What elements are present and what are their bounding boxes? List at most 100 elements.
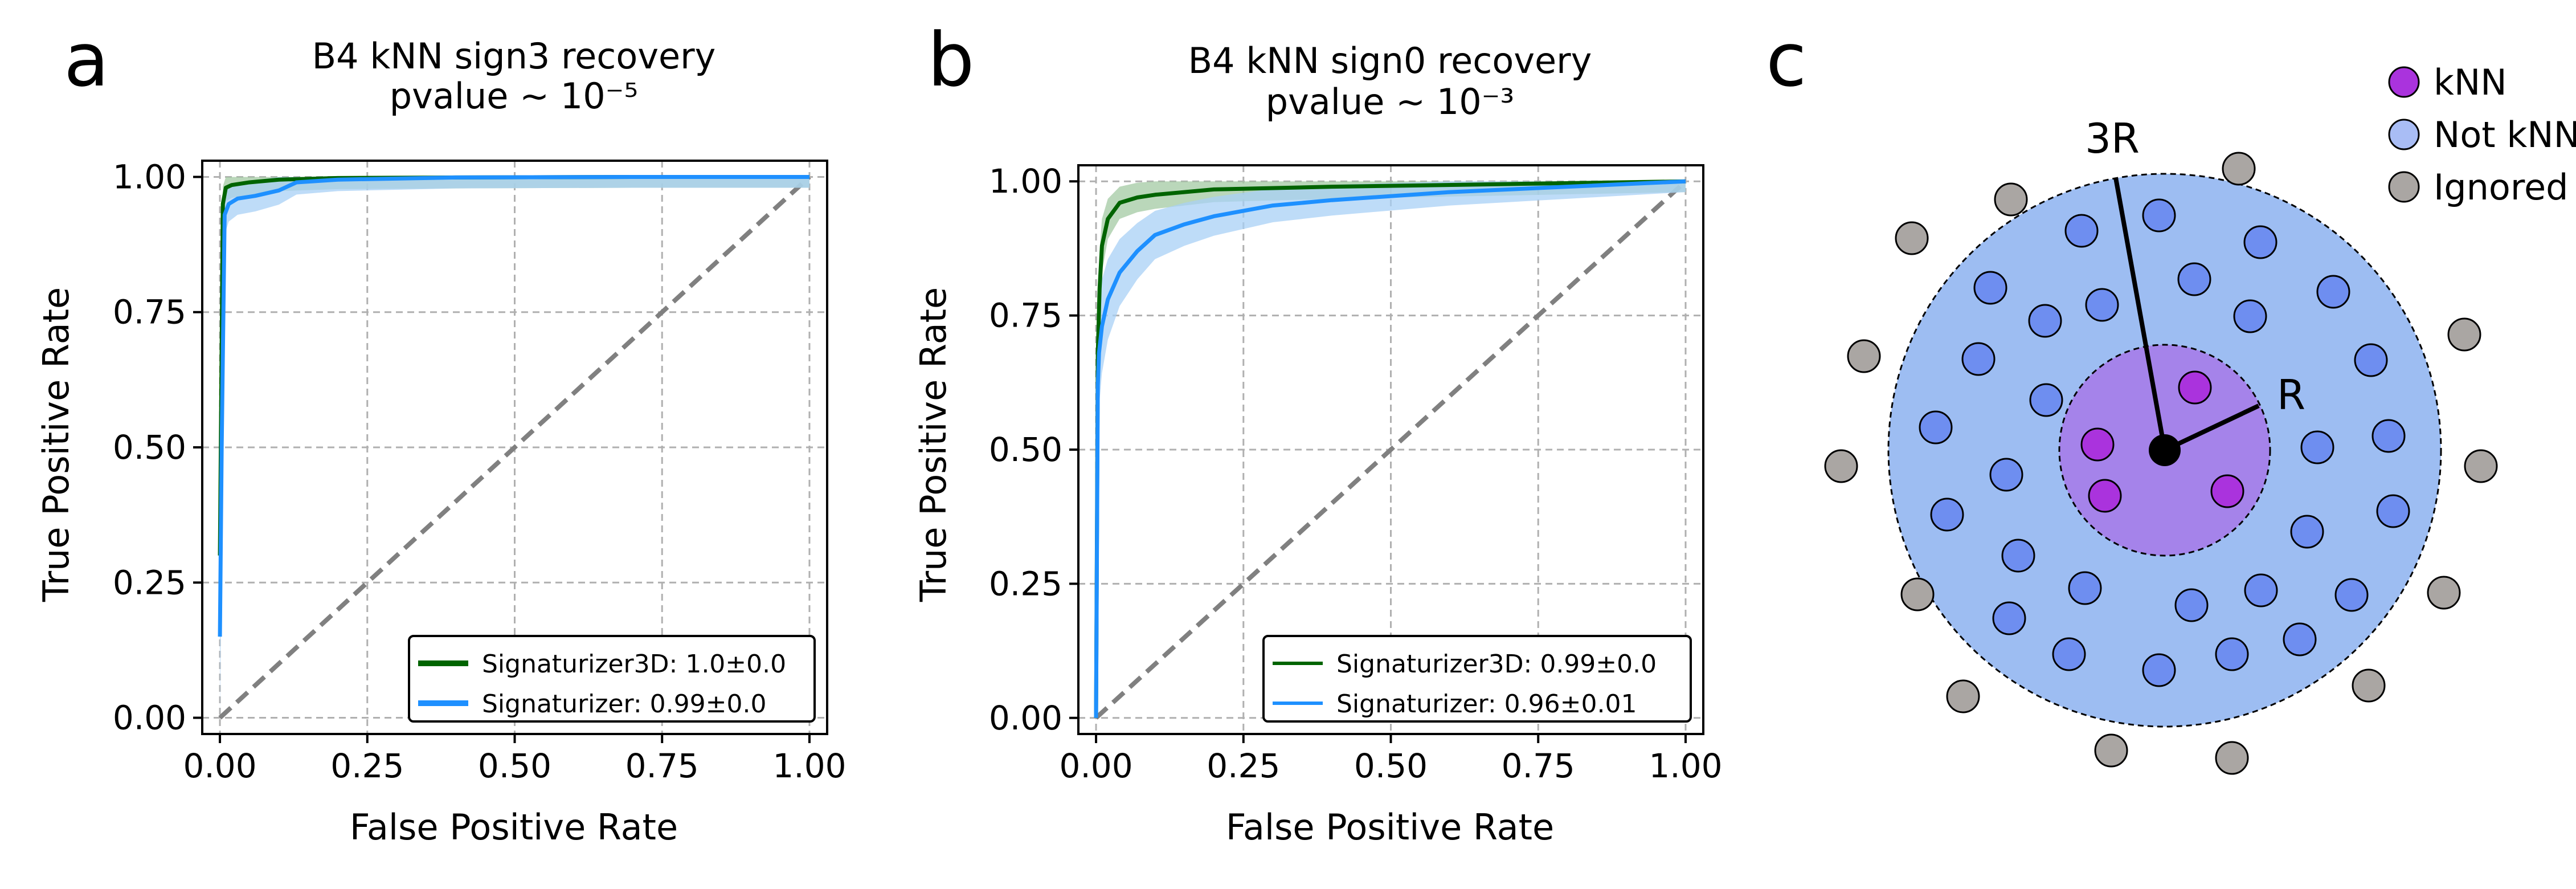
not-knn-dot: [2142, 198, 2176, 233]
series-line: [1094, 179, 1686, 718]
ignored-dot: [2094, 733, 2128, 768]
not-knn-dot: [1973, 271, 2007, 305]
knn-dot: [2210, 474, 2244, 508]
x-tick-label: 0.50: [1354, 747, 1428, 785]
not-knn-dot: [2376, 494, 2410, 528]
legend-entry: Not kNN: [2434, 114, 2576, 156]
knn-dot: [2080, 427, 2115, 462]
not-knn-dot: [2142, 653, 2176, 687]
y-tick-label: 0.00: [989, 699, 1062, 737]
not-knn-dot: [2316, 275, 2350, 309]
ignored-dot: [2427, 576, 2461, 610]
panel-letter-b: b: [927, 17, 975, 103]
y-tick-label: 0.25: [113, 563, 186, 602]
not-knn-dot: [2243, 225, 2277, 259]
not-knn-dot: [2300, 430, 2334, 464]
y-tick-label: 0.00: [113, 699, 186, 737]
chart-title-line1: B4 kNN sign3 recovery: [312, 35, 716, 77]
y-tick-label: 0.25: [989, 564, 1062, 603]
x-tick-label: 0.25: [330, 747, 404, 785]
diagonal-reference-line: [218, 175, 811, 720]
knn-dot: [2178, 370, 2212, 405]
ignored-dot: [1994, 182, 2028, 217]
ignored-dot: [2352, 668, 2386, 703]
ignored-dot: [2222, 152, 2256, 186]
diagram-legend: kNN Not kNN Ignored: [2388, 62, 2576, 208]
not-knn-dot: [2052, 637, 2086, 671]
not-knn-dot: [2354, 343, 2388, 377]
chart-title-line1: B4 kNN sign0 recovery: [1188, 40, 1592, 81]
not-knn-dot: [2068, 571, 2102, 605]
not-knn-dot: [2244, 573, 2278, 607]
knn-diagram: 3R R kNN Not kNN Ignored: [1824, 62, 2576, 775]
legend-entry: Ignored: [2434, 166, 2569, 208]
legend-entry: kNN: [2434, 62, 2507, 103]
y-tick-label: 0.75: [989, 296, 1062, 335]
plot-area: 0.00 0.25 0.50 0.75 1.00 0.00 0.25 0.50 0.75 1.00…: [113, 157, 847, 785]
not-knn-dot: [2290, 515, 2324, 549]
legend-entry: Signaturizer: 0.96±0.01: [1336, 690, 1637, 719]
x-tick-label: 0.25: [1207, 747, 1280, 785]
dots: [1824, 152, 2498, 775]
plot-area: 0.00 0.25 0.50 0.75 1.00 0.00 0.25 0.50 0.75 1.00…: [989, 162, 1723, 785]
legend-box: [408, 635, 816, 723]
not-knn-dot: [2283, 622, 2317, 656]
radius-R-line: [2164, 403, 2260, 452]
legend-box: [1262, 635, 1692, 723]
x-tick-label: 1.00: [1649, 747, 1722, 785]
series-line: [218, 174, 809, 637]
y-axis-label: True Positive Rate: [35, 287, 77, 602]
not-knn-dot: [2028, 304, 2062, 338]
not-knn-dot: [2177, 262, 2211, 296]
y-axis-label: True Positive Rate: [913, 287, 954, 602]
label-R: R: [2277, 371, 2305, 419]
legend-entry: Signaturizer3D: 0.99±0.0: [1336, 650, 1657, 679]
ignored-dot: [1847, 339, 1881, 373]
x-tick-label: 0.00: [1059, 747, 1132, 785]
chart-title-line2: pvalue ~ 10⁻⁵: [390, 75, 639, 117]
ignored-dot: [1824, 449, 1858, 483]
not-knn-dot: [2001, 539, 2035, 573]
x-tick-label: 0.50: [478, 747, 551, 785]
label-3R: 3R: [2085, 115, 2140, 162]
x-axis-label: False Positive Rate: [350, 806, 678, 848]
ignored-dot: [2447, 317, 2481, 352]
not-knn-dot: [2064, 214, 2099, 248]
roc-chart-a: B4 kNN sign3 recovery pvalue ~ 10⁻⁵ Fals…: [35, 35, 847, 848]
y-tick-label: 0.75: [113, 293, 186, 332]
x-axis-label: False Positive Rate: [1226, 806, 1554, 848]
not-knn-dot: [2029, 383, 2063, 417]
ignored-dot: [1946, 679, 1980, 713]
series-line: [1094, 179, 1686, 718]
panel-letter-a: a: [64, 17, 109, 103]
x-tick-label: 0.75: [1502, 747, 1575, 785]
not-knn-dot: [1989, 458, 2023, 492]
y-tick-label: 1.00: [113, 157, 186, 196]
ignored-dot: [1895, 221, 1929, 255]
ignored-dot: [2215, 741, 2249, 775]
legend-marker: [2388, 66, 2420, 98]
diagonal-reference-line: [1094, 180, 1687, 720]
not-knn-dot: [2371, 419, 2406, 453]
legend-marker: [2388, 119, 2420, 150]
center-point: [2149, 434, 2181, 466]
y-tick-label: 1.00: [989, 162, 1062, 201]
not-knn-dot: [1992, 601, 2026, 635]
x-tick-label: 0.00: [183, 747, 256, 785]
x-tick-label: 1.00: [772, 747, 846, 785]
legend-entry: Signaturizer: 0.99±0.0: [482, 690, 767, 719]
ignored-dot: [1900, 577, 1935, 611]
x-tick-label: 0.75: [625, 747, 699, 785]
legend-entry: Signaturizer3D: 1.0±0.0: [482, 650, 786, 679]
chart-title-line2: pvalue ~ 10⁻³: [1266, 81, 1515, 123]
y-tick-label: 0.50: [113, 428, 186, 467]
not-knn-dot: [2233, 299, 2267, 333]
roc-chart-b: B4 kNN sign0 recovery pvalue ~ 10⁻³ Fals…: [913, 40, 1723, 848]
not-knn-dot: [2174, 588, 2209, 622]
not-knn-dot: [2215, 637, 2249, 671]
not-knn-dot: [1961, 342, 1996, 376]
knn-dot: [2088, 479, 2122, 513]
radius-3R-line: [2113, 177, 2167, 451]
panel-letter-c: c: [1766, 17, 1806, 103]
